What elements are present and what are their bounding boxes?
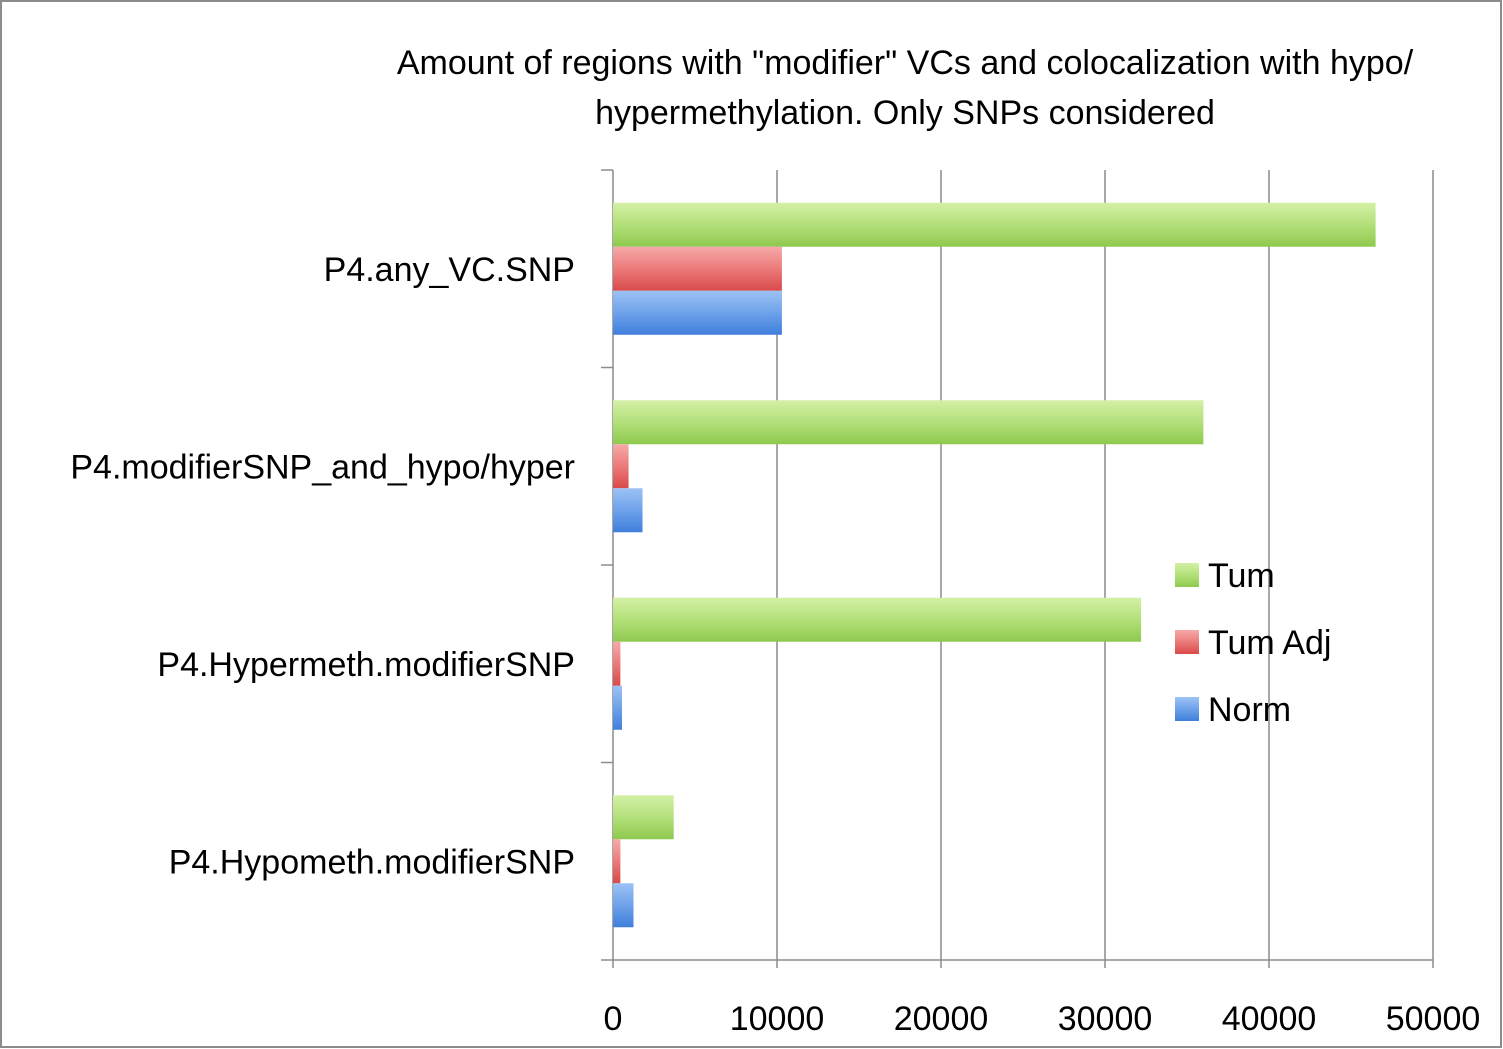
- legend-label-tum-adj: Tum Adj: [1208, 624, 1331, 662]
- category-labels: P4.any_VC.SNP P4.modifierSNP_and_hypo/hyp…: [70, 251, 575, 882]
- category-label: P4.modifierSNP_and_hypo/hyper: [70, 448, 575, 486]
- x-tick-label: 0: [604, 1000, 623, 1038]
- x-tick-label: 40000: [1222, 1000, 1317, 1038]
- legend-swatch-tum-adj: [1175, 630, 1199, 654]
- x-tick-label: 30000: [1058, 1000, 1153, 1038]
- bar-tum-adj: [613, 444, 629, 489]
- legend-swatch-tum: [1175, 563, 1199, 587]
- bar-tum: [613, 202, 1376, 247]
- bar-tum-adj: [613, 246, 782, 291]
- category-label: P4.any_VC.SNP: [324, 251, 575, 289]
- x-tick-label: 20000: [894, 1000, 989, 1038]
- title-line-1: Amount of regions with "modifier" VCs an…: [397, 44, 1414, 82]
- title-line-2: hypermethylation. Only SNPs considered: [595, 94, 1215, 132]
- x-tick-label: 10000: [730, 1000, 825, 1038]
- legend-label-norm: Norm: [1208, 691, 1291, 729]
- bar-norm: [613, 883, 634, 928]
- legend-swatch-norm: [1175, 697, 1199, 721]
- bar-tum: [613, 597, 1142, 642]
- bars: [613, 202, 1376, 928]
- category-label: P4.Hypometh.modifierSNP: [169, 843, 575, 881]
- bar-norm: [613, 488, 643, 533]
- category-label: P4.Hypermeth.modifierSNP: [157, 646, 575, 684]
- bar-tum: [613, 400, 1204, 445]
- legend: Tum Tum Adj Norm: [1175, 557, 1331, 729]
- x-tick-labels: 0 10000 20000 30000 40000 50000: [604, 1000, 1481, 1038]
- chart-title: Amount of regions with "modifier" VCs an…: [397, 44, 1414, 132]
- bar-norm: [613, 290, 782, 335]
- legend-label-tum: Tum: [1208, 557, 1275, 595]
- x-tick-label: 50000: [1386, 1000, 1481, 1038]
- bar-tum-adj: [613, 641, 621, 686]
- bar-tum: [613, 795, 674, 840]
- bar-tum-adj: [613, 839, 621, 884]
- bar-norm: [613, 685, 623, 730]
